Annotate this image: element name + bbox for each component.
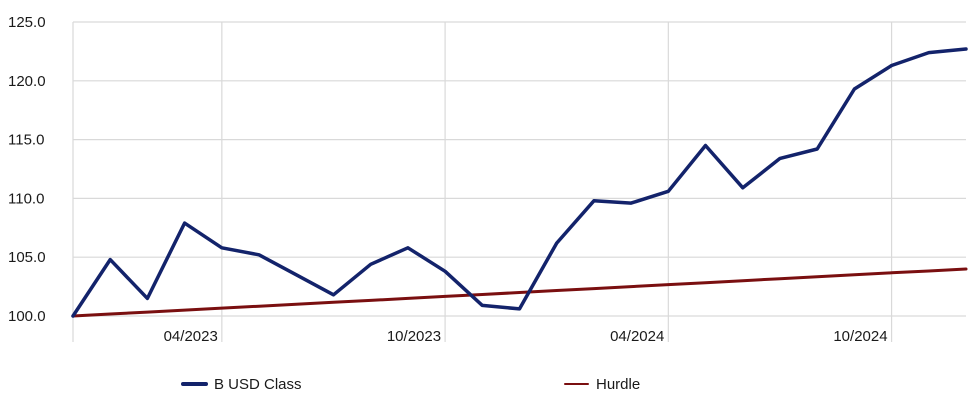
y-tick-label: 100.0 <box>8 308 46 325</box>
y-tick-label: 115.0 <box>8 132 44 149</box>
legend-label-hurdle: Hurdle <box>596 376 640 393</box>
x-tick-label: 10/2023 <box>387 328 441 345</box>
y-tick-label: 125.0 <box>8 14 46 31</box>
x-tick-label: 04/2024 <box>610 328 664 345</box>
x-tick-label: 10/2024 <box>833 328 887 345</box>
legend-label-b-usd-class: B USD Class <box>214 376 302 393</box>
y-tick-label: 120.0 <box>8 73 46 90</box>
y-tick-label: 110.0 <box>8 190 44 207</box>
series-line-hurdle <box>71 267 968 318</box>
x-tick-label: 04/2023 <box>164 328 218 345</box>
series-line-b-usd-class <box>71 47 968 318</box>
y-tick-label: 105.0 <box>8 249 46 266</box>
